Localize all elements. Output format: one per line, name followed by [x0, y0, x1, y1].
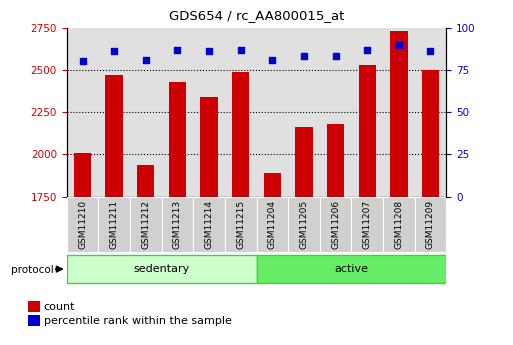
Text: active: active [334, 264, 368, 274]
FancyBboxPatch shape [256, 255, 446, 283]
FancyBboxPatch shape [225, 197, 256, 252]
Text: GSM11212: GSM11212 [141, 200, 150, 249]
Text: protocol: protocol [11, 265, 54, 275]
Text: GSM11213: GSM11213 [173, 200, 182, 249]
Text: GSM11215: GSM11215 [236, 200, 245, 249]
Point [394, 42, 403, 47]
Point [331, 53, 340, 59]
Bar [415, 28, 446, 197]
Text: GSM11208: GSM11208 [394, 200, 403, 249]
Text: GSM11207: GSM11207 [363, 200, 372, 249]
Point [236, 47, 245, 52]
Bar [162, 28, 193, 197]
Bar [351, 28, 383, 197]
Point [363, 47, 371, 52]
Text: GSM11209: GSM11209 [426, 200, 435, 249]
Bar [201, 97, 218, 197]
FancyBboxPatch shape [98, 197, 130, 252]
FancyBboxPatch shape [351, 197, 383, 252]
Text: percentile rank within the sample: percentile rank within the sample [44, 316, 231, 325]
FancyBboxPatch shape [130, 197, 162, 252]
Bar [327, 124, 344, 197]
Point [110, 49, 118, 54]
Bar [67, 28, 98, 197]
Bar [98, 28, 130, 197]
Bar [390, 31, 407, 197]
FancyBboxPatch shape [256, 197, 288, 252]
Text: GSM11205: GSM11205 [300, 200, 308, 249]
Text: GSM11204: GSM11204 [268, 200, 277, 249]
FancyBboxPatch shape [288, 197, 320, 252]
Bar [295, 127, 312, 197]
FancyBboxPatch shape [320, 197, 351, 252]
FancyBboxPatch shape [415, 197, 446, 252]
Bar [193, 28, 225, 197]
Bar [264, 173, 281, 197]
Bar [359, 65, 376, 197]
Point [78, 59, 87, 64]
Text: GSM11210: GSM11210 [78, 200, 87, 249]
FancyBboxPatch shape [67, 197, 98, 252]
Text: GSM11211: GSM11211 [110, 200, 119, 249]
Point [426, 49, 435, 54]
Bar [169, 82, 186, 197]
FancyBboxPatch shape [193, 197, 225, 252]
Text: count: count [44, 302, 75, 312]
Bar [106, 75, 123, 197]
Point [300, 53, 308, 59]
Bar [225, 28, 256, 197]
Bar [256, 28, 288, 197]
FancyBboxPatch shape [67, 255, 256, 283]
Bar [288, 28, 320, 197]
Bar [422, 70, 439, 197]
Bar [74, 153, 91, 197]
Text: GSM11214: GSM11214 [205, 200, 213, 249]
Point [268, 57, 277, 62]
Point [205, 49, 213, 54]
Bar [232, 71, 249, 197]
Bar [320, 28, 351, 197]
Point [173, 47, 182, 52]
Text: GSM11206: GSM11206 [331, 200, 340, 249]
Text: sedentary: sedentary [133, 264, 190, 274]
Bar [137, 165, 154, 197]
Point [142, 57, 150, 62]
FancyBboxPatch shape [383, 197, 415, 252]
Bar [130, 28, 162, 197]
FancyBboxPatch shape [162, 197, 193, 252]
Bar [383, 28, 415, 197]
Text: GDS654 / rc_AA800015_at: GDS654 / rc_AA800015_at [169, 9, 344, 22]
